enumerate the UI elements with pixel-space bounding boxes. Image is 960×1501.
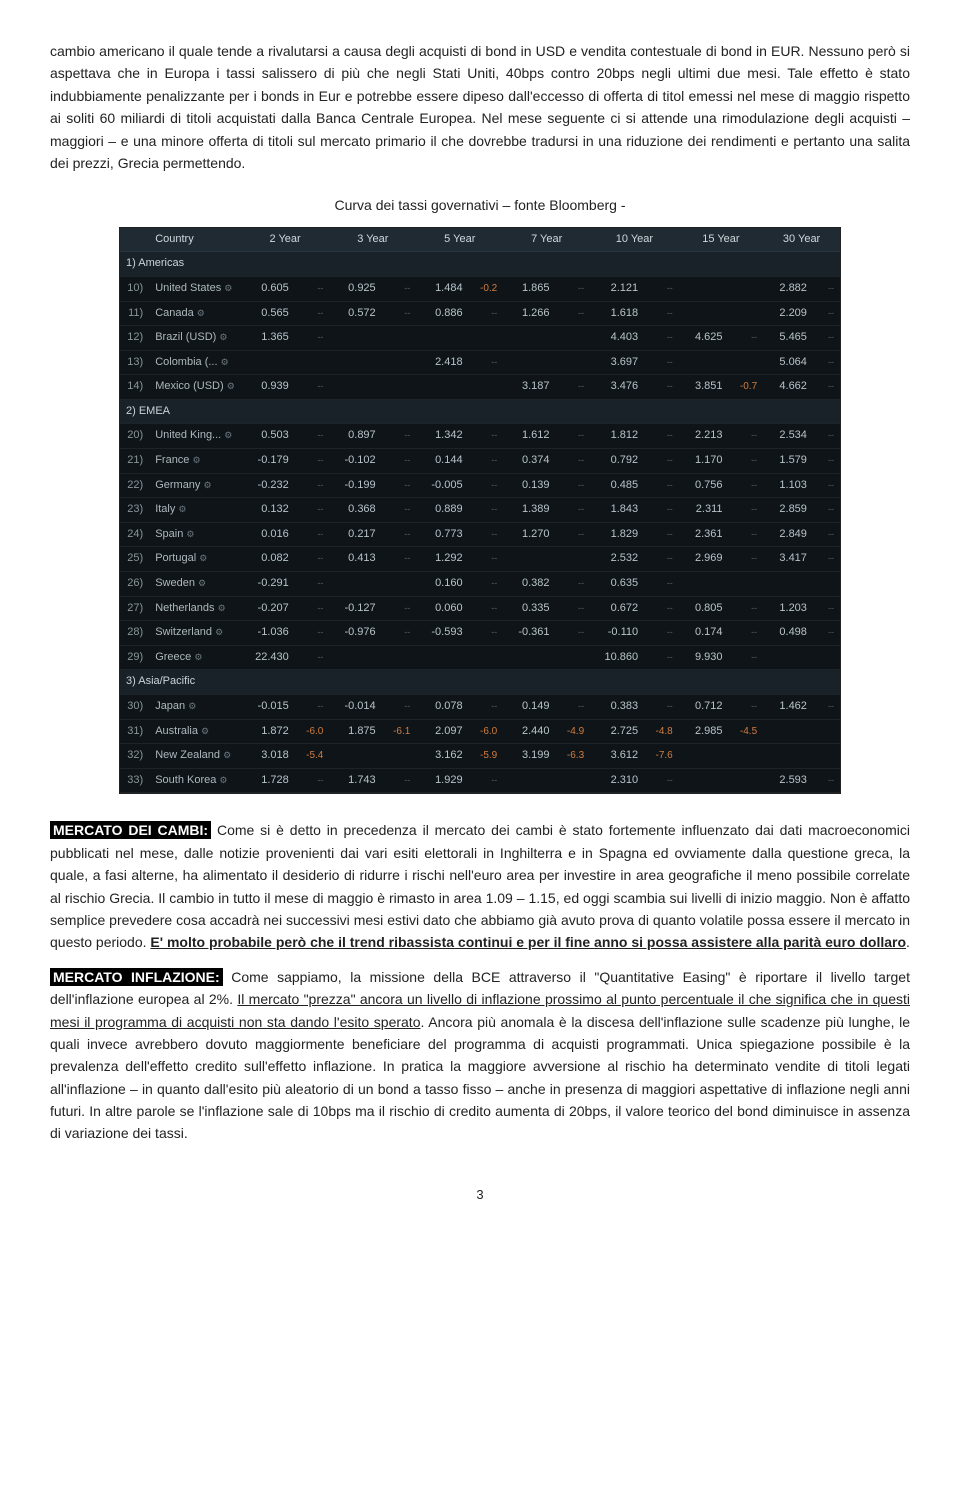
mercato-inflazione-paragraph: MERCATO INFLAZIONE: Come sappiamo, la mi… — [50, 966, 910, 1145]
paragraph-intro: cambio americano il quale tende a rivalu… — [50, 40, 910, 174]
mercato-cambi-paragraph: MERCATO DEI CAMBI: Come si è detto in pr… — [50, 819, 910, 953]
cambi-underline: E' molto probabile però che il trend rib… — [150, 934, 906, 950]
cambi-text: Come si è detto in precedenza il mercato… — [50, 822, 910, 950]
bloomberg-table: Country2 Year3 Year5 Year7 Year10 Year15… — [119, 227, 841, 795]
mercato-inflazione-label: MERCATO INFLAZIONE: — [50, 968, 223, 986]
infl-text2: . Ancora più anomala è la discesa dell'i… — [50, 1014, 910, 1142]
chart-title: Curva dei tassi governativi – fonte Bloo… — [50, 194, 910, 216]
page-number: 3 — [50, 1185, 910, 1206]
mercato-cambi-label: MERCATO DEI CAMBI: — [50, 821, 211, 839]
